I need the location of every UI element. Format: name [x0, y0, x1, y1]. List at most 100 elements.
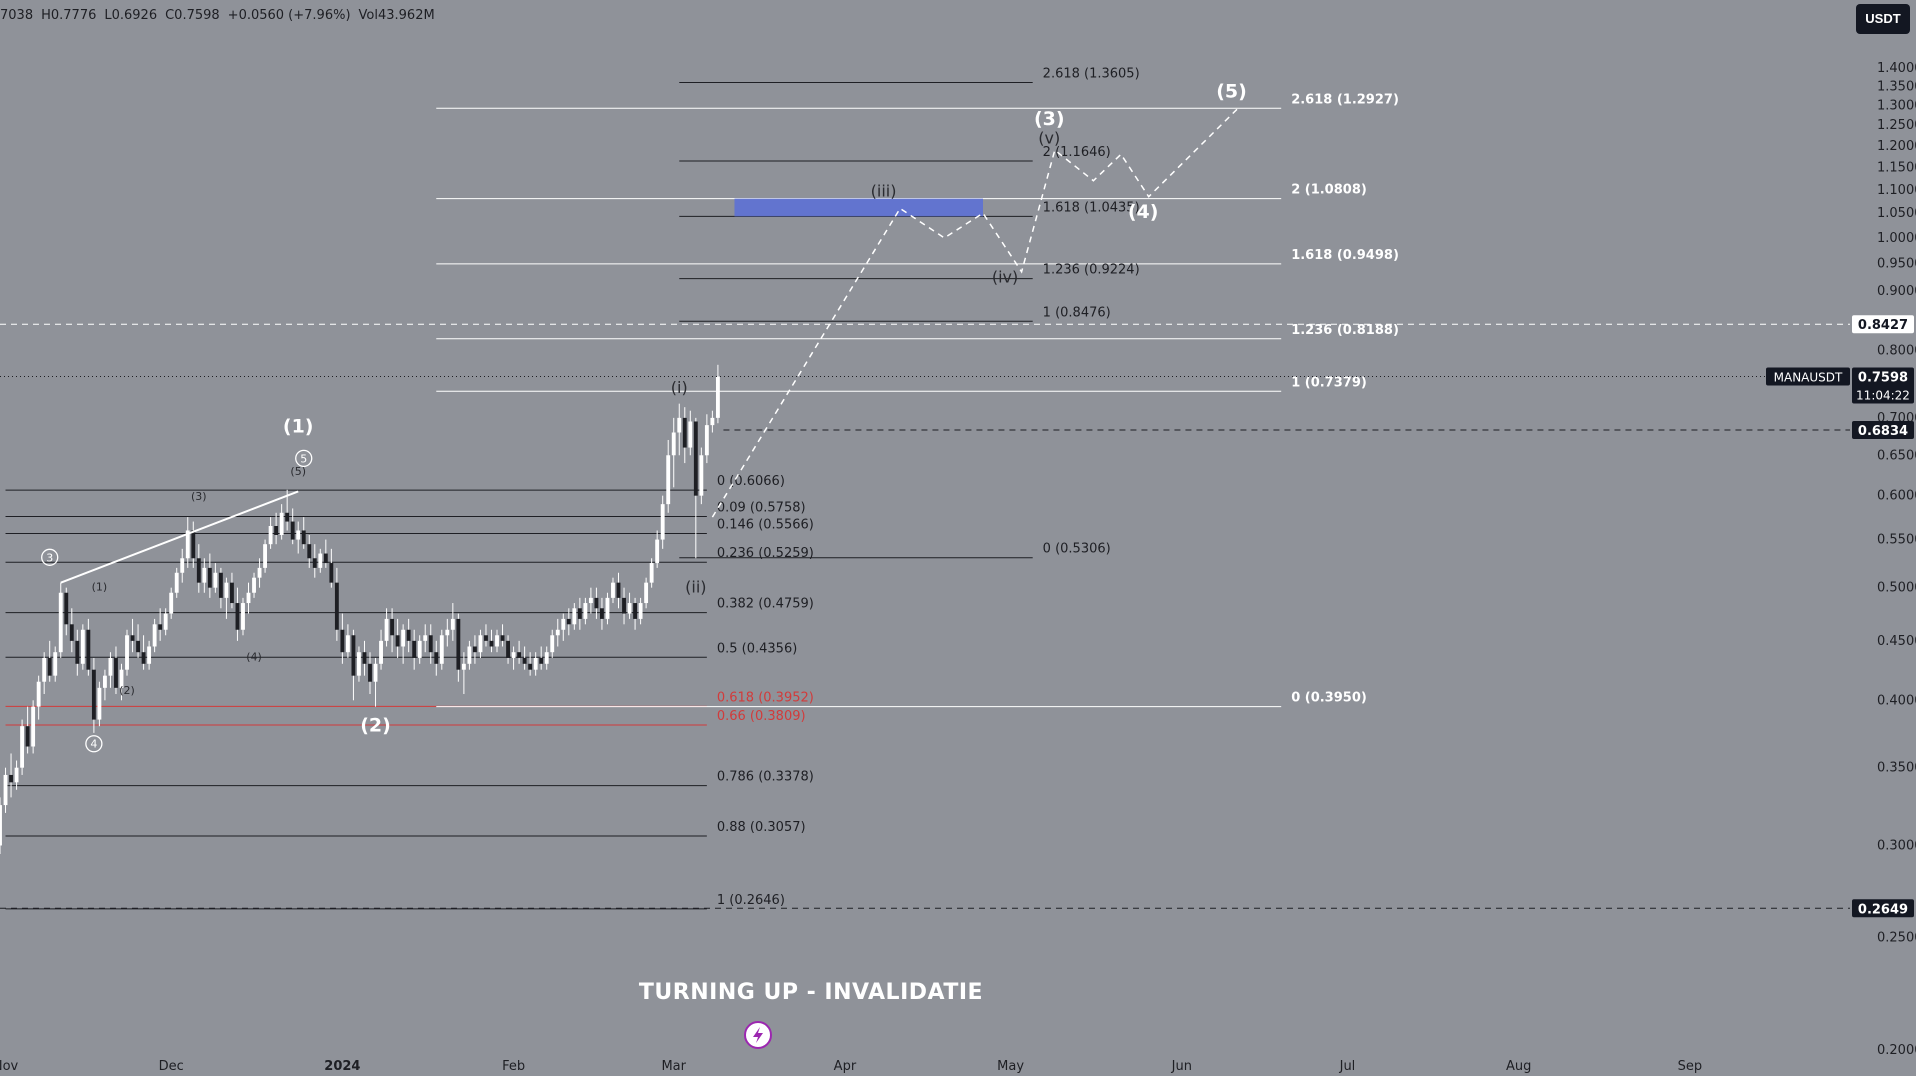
- price-axis-bg: [1850, 0, 1916, 1076]
- price-tag-label-2: 0.6834: [1858, 424, 1908, 439]
- x-tick-10: Sep: [1678, 1059, 1703, 1074]
- candle-body-115: [633, 603, 638, 619]
- wave-circle-label-1: 4: [90, 738, 97, 751]
- candle-body-14: [75, 640, 80, 664]
- candle-body-13: [69, 624, 74, 641]
- candle-body-9: [47, 657, 52, 676]
- candle-body-76: [417, 640, 422, 658]
- candle-body-12: [64, 592, 69, 625]
- candle-body-87: [478, 635, 483, 653]
- candle-body-126: [693, 421, 698, 496]
- candle-body-96: [528, 663, 533, 670]
- candle-body-24: [130, 635, 135, 641]
- candle-body-22: [119, 669, 124, 688]
- y-tick-14: 1.0000: [1877, 231, 1916, 246]
- candle-body-11: [58, 592, 63, 653]
- fib-label-extension-minor-3: 1.618 (1.0435): [1043, 200, 1140, 215]
- fib-label-extension-minor-4: 2 (1.1646): [1043, 145, 1111, 160]
- candle-body-43: [235, 603, 240, 630]
- candle-body-67: [368, 663, 372, 682]
- candle-body-38: [207, 567, 212, 588]
- candle-body-71: [390, 618, 395, 636]
- candle-body-25: [136, 640, 140, 653]
- fib-label-extension-major-4: 2 (1.0808): [1291, 183, 1367, 198]
- candle-body-56: [307, 544, 312, 559]
- candle-body-45: [246, 592, 251, 604]
- wave-major-1: (2): [360, 715, 391, 737]
- ohlc-legend: 7038 H0.7776 L0.6926 C0.7598 +0.0560 (+7.96%…: [0, 8, 443, 23]
- wave-major-0: (1): [283, 415, 314, 437]
- candle-body-8: [42, 657, 47, 682]
- candle-body-105: [577, 608, 582, 619]
- price-tag-bg-0: [1852, 315, 1914, 334]
- candle-body-60: [329, 563, 334, 583]
- candle-body-10: [53, 652, 58, 676]
- wave-sub-0: (1): [92, 581, 108, 594]
- candle-body-119: [655, 539, 660, 564]
- wave-minor-1: (ii): [685, 578, 706, 597]
- candle-body-61: [334, 582, 339, 630]
- candle-body-66: [362, 652, 367, 664]
- lightning-icon: [744, 1021, 772, 1049]
- fib-label-retracement-2: 0.146 (0.5566): [717, 518, 814, 533]
- wave-sub-3: (4): [246, 650, 262, 663]
- candle-body-20: [108, 657, 113, 676]
- price-tag-label-0: 0.8427: [1858, 318, 1908, 333]
- candle-body-52: [285, 512, 290, 522]
- fib-label-retracement-1: 0.09 (0.5758): [717, 500, 806, 515]
- currency-button[interactable]: USDT: [1856, 4, 1910, 34]
- fib-label-extension-major-0: 0 (0.3950): [1291, 691, 1367, 706]
- fib-label-retracement-9: 0.88 (0.3057): [717, 820, 806, 835]
- fib-label-retracement-5: 0.5 (0.4356): [717, 641, 797, 656]
- fib-label-extension-major-2: 1.236 (0.8188): [1291, 323, 1399, 338]
- candle-body-128: [704, 425, 709, 456]
- candle-body-108: [594, 597, 599, 609]
- candle-body-101: [555, 629, 560, 636]
- candle-body-104: [572, 608, 577, 625]
- wave-circle-label-0: 3: [46, 551, 53, 564]
- candle-body-73: [401, 629, 406, 647]
- candle-body-70: [384, 618, 389, 641]
- candle-body-74: [406, 629, 411, 641]
- candle-body-62: [340, 629, 345, 653]
- candle-body-48: [263, 544, 268, 568]
- time-axis[interactable]: Nov Dec 2024 Feb Mar Apr May Jun Jul Aug Sep: [0, 1059, 1702, 1074]
- wave-minor-4: (v): [1038, 129, 1060, 148]
- projection-layer: [0, 108, 1850, 909]
- fib-label-extension-minor-0: 0 (0.5306): [1043, 542, 1111, 557]
- candle-body-3: [14, 767, 19, 783]
- wave-circle-2: [295, 449, 313, 468]
- candle-body-30: [163, 613, 168, 630]
- trendline: [60, 490, 299, 584]
- watermark-text: TURNING UP - INVALIDATIE: [639, 980, 983, 1005]
- candle-body-94: [517, 652, 522, 658]
- candle-body-58: [318, 553, 323, 568]
- wave-minor-2: (iii): [871, 182, 897, 201]
- wave-major-3: (4): [1128, 201, 1159, 223]
- wave-minor-3: (iv): [992, 268, 1018, 287]
- fib-label-retracement-3: 0.236 (0.5259): [717, 546, 814, 561]
- candle-body-69: [379, 640, 383, 664]
- y-tick-15: 1.0500: [1877, 206, 1916, 221]
- x-tick-9: Aug: [1506, 1059, 1531, 1074]
- candle-body-125: [688, 421, 693, 448]
- price-tag-label-3: 0.2649: [1858, 902, 1908, 917]
- candle-body-72: [395, 635, 400, 647]
- candle-body-6: [31, 706, 36, 747]
- candle-body-36: [196, 558, 201, 583]
- fib-label-retracement-7: 0.66 (0.3809): [717, 709, 806, 724]
- candle-body-82: [450, 618, 455, 630]
- candles-layer[interactable]: [0, 364, 720, 854]
- candle-body-18: [97, 687, 102, 720]
- candle-body-64: [351, 635, 356, 676]
- candle-body-98: [539, 657, 544, 664]
- wave-sub-1: (2): [119, 684, 135, 697]
- watermark-layer: TURNING UP - INVALIDATIE: [639, 980, 983, 1049]
